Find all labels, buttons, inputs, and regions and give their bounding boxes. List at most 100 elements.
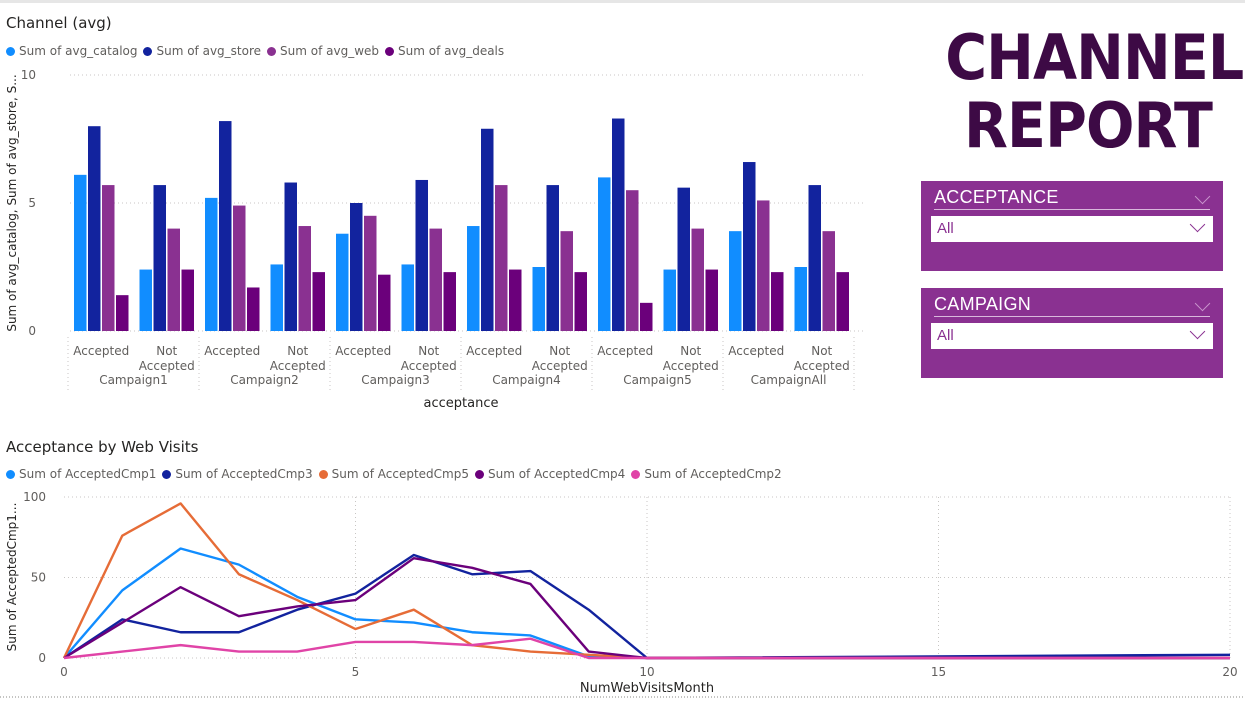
bar	[429, 228, 442, 331]
x-group-label: CampaignAll	[751, 373, 827, 387]
y-axis-title: Sum of AcceptedCmp1...	[5, 503, 19, 652]
bar	[612, 118, 625, 331]
bar-legend-item[interactable]: Sum of avg_store	[143, 44, 261, 58]
line-chart: 0 50 100 0 5 10 15 20 Sum of AcceptedCmp1... NumW…	[0, 490, 1245, 698]
line-legend-item[interactable]: Sum of AcceptedCmp2	[631, 467, 782, 481]
y-tick-label: 10	[21, 68, 36, 82]
x-group-label: Campaign2	[230, 373, 299, 387]
bar	[298, 226, 311, 331]
bar	[691, 228, 704, 331]
bar	[771, 272, 784, 331]
x-tick-label: Not	[287, 344, 308, 358]
bar	[139, 269, 152, 331]
chevron-down-icon[interactable]	[1189, 323, 1206, 340]
bar	[415, 179, 428, 331]
report-title-line1: CHANNEL	[945, 21, 1244, 94]
bar	[284, 182, 297, 331]
bar	[116, 295, 129, 331]
chevron-down-icon[interactable]	[1189, 216, 1206, 233]
x-tick-label: Not	[811, 344, 832, 358]
x-tick-label: 10	[639, 665, 654, 679]
top-border	[0, 0, 1245, 3]
y-tick-label: 0	[28, 324, 36, 338]
legend-label: Sum of AcceptedCmp4	[487, 467, 626, 481]
x-tick-label: Accepted	[335, 344, 391, 358]
line-legend-item[interactable]: Sum of AcceptedCmp5	[318, 467, 469, 481]
legend-label: Sum of avg_catalog	[19, 44, 138, 58]
bar	[757, 200, 770, 331]
legend-dot-icon	[631, 469, 641, 479]
campaign-slicer-label: CAMPAIGN	[934, 294, 1032, 314]
y-tick-label: 50	[31, 571, 46, 585]
bar	[495, 185, 508, 331]
bar	[598, 177, 611, 331]
x-tick-label: Not	[418, 344, 439, 358]
x-tick-label: Not	[549, 344, 570, 358]
legend-label: Sum of avg_web	[280, 44, 380, 58]
bar	[560, 231, 573, 331]
bar	[546, 185, 559, 331]
acceptance-dropdown[interactable]: All	[931, 216, 1213, 242]
bar	[102, 185, 115, 331]
bar	[532, 267, 545, 331]
line-chart-legend[interactable]: Sum of AcceptedCmp1 Sum of AcceptedCmp3 Su…	[6, 467, 788, 481]
x-tick-label: Accepted	[139, 359, 195, 373]
bar	[205, 197, 218, 331]
series-line	[63, 556, 1230, 660]
bar	[509, 269, 522, 331]
bar	[467, 226, 480, 331]
legend-dot-icon	[6, 46, 15, 56]
bar	[270, 264, 283, 331]
x-tick-label: Accepted	[532, 359, 588, 373]
bar-chart-title: Channel (avg)	[6, 14, 112, 32]
legend-label: Sum of AcceptedCmp1	[19, 467, 157, 481]
x-group-label: Campaign5	[623, 373, 692, 387]
bar	[626, 190, 639, 331]
series-line	[63, 637, 1230, 660]
bar	[153, 185, 166, 331]
x-tick-label: Accepted	[401, 359, 457, 373]
bar	[219, 121, 232, 331]
bar-legend-item[interactable]: Sum of avg_catalog	[6, 44, 137, 58]
bar-legend-item[interactable]: Sum of avg_web	[267, 44, 379, 58]
chevron-down-icon[interactable]	[1194, 188, 1211, 205]
line-legend-item[interactable]: Sum of AcceptedCmp3	[162, 467, 313, 481]
y-tick-label: 5	[28, 196, 36, 210]
x-tick-label: 5	[352, 665, 360, 679]
line-legend-item[interactable]: Sum of AcceptedCmp4	[474, 467, 626, 481]
bar-legend-item[interactable]: Sum of avg_deals	[385, 44, 504, 58]
legend-dot-icon	[474, 469, 484, 479]
y-tick-label: 0	[38, 651, 46, 665]
bar	[574, 272, 587, 331]
series-line	[63, 547, 1230, 660]
x-tick-label: 15	[931, 665, 946, 679]
bar-chart-legend[interactable]: Sum of avg_catalog Sum of avg_store Sum of…	[6, 44, 510, 58]
legend-label: Sum of AcceptedCmp2	[644, 467, 782, 481]
legend-label: Sum of AcceptedCmp3	[175, 467, 313, 481]
y-axis-title: Sum of avg_catalog, Sum of avg_store, S.…	[5, 74, 19, 331]
x-tick-label: Accepted	[663, 359, 719, 373]
chevron-down-icon[interactable]	[1194, 295, 1211, 312]
bar	[350, 203, 363, 331]
campaign-dropdown[interactable]: All	[931, 323, 1213, 349]
bar	[443, 272, 456, 331]
line-legend-item[interactable]: Sum of AcceptedCmp1	[6, 467, 156, 481]
legend-label: Sum of AcceptedCmp5	[331, 467, 469, 481]
bar	[808, 185, 821, 331]
x-axis-title: acceptance	[424, 396, 499, 411]
legend-dot-icon	[143, 46, 153, 56]
x-tick-label: Accepted	[597, 344, 653, 358]
bar	[794, 267, 807, 331]
bar	[743, 162, 756, 331]
acceptance-slicer: ACCEPTANCE All	[921, 181, 1223, 271]
x-group-label: Campaign4	[492, 373, 561, 387]
bar	[378, 274, 391, 331]
x-tick-label: Accepted	[794, 359, 850, 373]
series-line	[63, 553, 1231, 660]
x-tick-label: Accepted	[270, 359, 326, 373]
bar	[88, 126, 101, 331]
bar	[247, 287, 260, 331]
x-tick-label: Not	[680, 344, 701, 358]
bar	[181, 269, 194, 331]
